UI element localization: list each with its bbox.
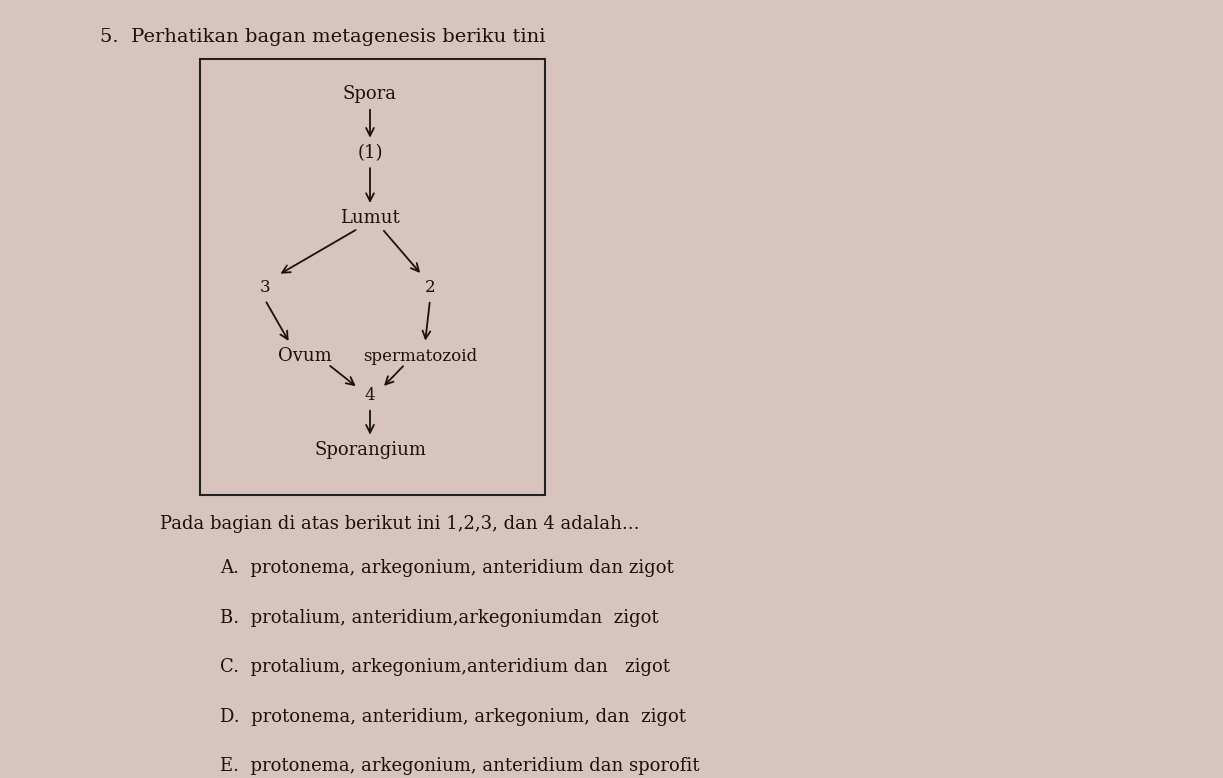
Text: 5.  Perhatikan bagan metagenesis beriku tini: 5. Perhatikan bagan metagenesis beriku t… bbox=[100, 28, 545, 46]
Text: Ovum: Ovum bbox=[278, 347, 331, 366]
Text: Lumut: Lumut bbox=[340, 209, 400, 226]
Text: E.  protonema, arkegonium, anteridium dan sporofit: E. protonema, arkegonium, anteridium dan… bbox=[220, 757, 700, 775]
Bar bbox=[201, 59, 545, 495]
Text: Pada bagian di atas berikut ini 1,2,3, dan 4 adalah...: Pada bagian di atas berikut ini 1,2,3, d… bbox=[160, 515, 640, 533]
Text: 2: 2 bbox=[424, 279, 435, 296]
Text: 3: 3 bbox=[259, 279, 270, 296]
Text: C.  protalium, arkegonium,anteridium dan   zigot: C. protalium, arkegonium,anteridium dan … bbox=[220, 658, 670, 676]
Text: Sporangium: Sporangium bbox=[314, 441, 426, 459]
Text: spermatozoid: spermatozoid bbox=[363, 348, 477, 365]
Text: D.  protonema, anteridium, arkegonium, dan  zigot: D. protonema, anteridium, arkegonium, da… bbox=[220, 708, 686, 726]
Text: (1): (1) bbox=[357, 145, 383, 163]
Text: B.  protalium, anteridium,arkegoniumdan  zigot: B. protalium, anteridium,arkegoniumdan z… bbox=[220, 608, 659, 627]
Text: A.  protonema, arkegonium, anteridium dan zigot: A. protonema, arkegonium, anteridium dan… bbox=[220, 559, 674, 577]
Text: 4: 4 bbox=[364, 387, 375, 405]
Text: Spora: Spora bbox=[342, 85, 397, 103]
